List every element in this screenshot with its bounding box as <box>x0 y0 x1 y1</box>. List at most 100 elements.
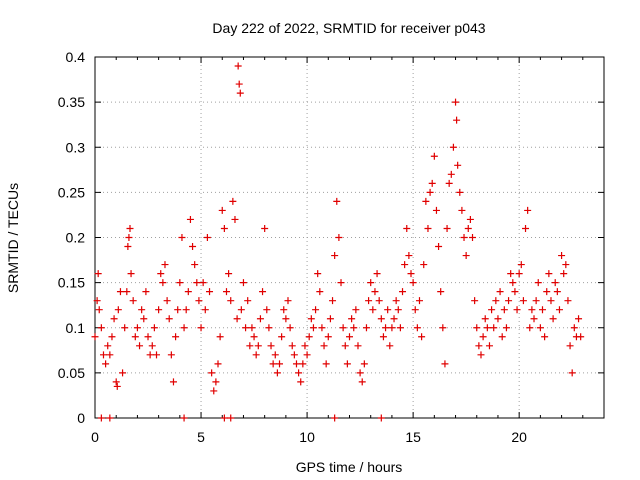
data-point <box>248 324 256 332</box>
data-point <box>288 342 296 350</box>
data-point <box>420 261 428 269</box>
data-point <box>515 270 523 278</box>
data-point <box>239 279 247 287</box>
data-point <box>159 279 167 287</box>
data-series <box>91 62 585 422</box>
data-point <box>352 306 360 314</box>
data-point <box>231 215 239 223</box>
data-point <box>526 324 534 332</box>
data-point <box>242 324 250 332</box>
data-point <box>373 270 381 278</box>
data-point <box>256 315 264 323</box>
data-point <box>422 197 430 205</box>
data-point <box>346 333 353 341</box>
data-point <box>475 342 483 350</box>
data-point <box>407 270 415 278</box>
data-point <box>210 387 218 395</box>
data-point <box>157 270 165 278</box>
chart-title: Day 222 of 2022, SRMTID for receiver p04… <box>212 20 485 36</box>
y-tick-label: 0.35 <box>58 94 85 110</box>
data-point <box>358 378 366 386</box>
data-point <box>570 324 578 332</box>
data-point <box>418 333 426 341</box>
data-point <box>562 261 570 269</box>
data-point <box>456 188 464 196</box>
data-point <box>295 369 303 377</box>
data-point <box>314 270 322 278</box>
data-point <box>301 342 309 350</box>
data-point <box>116 288 124 296</box>
data-point <box>148 342 156 350</box>
data-point <box>458 206 466 214</box>
x-tick-label: 5 <box>197 429 205 445</box>
data-point <box>375 297 383 305</box>
data-point <box>348 315 356 323</box>
data-point <box>214 360 222 368</box>
x-axis-label: GPS time / hours <box>296 459 403 475</box>
data-point <box>284 297 292 305</box>
data-point <box>199 279 207 287</box>
data-point <box>180 324 188 332</box>
data-point <box>483 324 491 332</box>
data-point <box>195 297 203 305</box>
data-point <box>252 351 260 359</box>
data-point <box>297 378 305 386</box>
data-point <box>575 315 583 323</box>
data-point <box>454 161 462 169</box>
data-point <box>409 279 417 287</box>
data-point <box>138 306 146 314</box>
x-tick-label: 0 <box>91 429 99 445</box>
data-point <box>144 333 152 341</box>
data-point <box>441 360 449 368</box>
data-point <box>464 224 472 232</box>
y-tick-label: 0.2 <box>66 230 86 246</box>
data-point <box>267 342 275 350</box>
data-point <box>131 333 139 341</box>
y-tick-label: 0.4 <box>66 49 86 65</box>
data-point <box>360 360 368 368</box>
data-point <box>424 224 432 232</box>
data-point <box>329 297 337 305</box>
data-point <box>114 306 122 314</box>
data-point <box>193 279 201 287</box>
data-point <box>212 378 220 386</box>
data-point <box>543 288 551 296</box>
data-point <box>322 360 330 368</box>
data-point <box>163 297 171 305</box>
data-point <box>577 333 585 341</box>
data-point <box>362 324 370 332</box>
data-point <box>127 270 135 278</box>
y-tick-label: 0.15 <box>58 275 85 291</box>
data-point <box>377 315 385 323</box>
data-point <box>545 270 553 278</box>
data-point <box>405 252 413 260</box>
y-tick-label: 0.05 <box>58 365 85 381</box>
data-point <box>153 351 161 359</box>
data-point <box>547 297 555 305</box>
data-point <box>435 243 443 251</box>
data-point <box>191 261 199 269</box>
data-point <box>303 351 311 359</box>
data-point <box>172 333 180 341</box>
data-point <box>269 360 277 368</box>
data-point <box>538 306 546 314</box>
data-point <box>399 288 407 296</box>
data-point <box>174 306 182 314</box>
data-point <box>403 224 411 232</box>
data-point <box>227 297 235 305</box>
data-point <box>502 324 510 332</box>
data-point <box>356 369 364 377</box>
data-point <box>331 252 339 260</box>
data-point <box>222 288 230 296</box>
data-point <box>354 342 362 350</box>
data-point <box>505 297 513 305</box>
data-point <box>511 288 519 296</box>
data-point <box>481 315 489 323</box>
data-point <box>142 288 150 296</box>
data-point <box>312 306 320 314</box>
data-point <box>341 342 349 350</box>
data-point <box>386 342 394 350</box>
data-point <box>189 243 197 251</box>
data-point <box>124 243 132 251</box>
data-point <box>432 206 440 214</box>
